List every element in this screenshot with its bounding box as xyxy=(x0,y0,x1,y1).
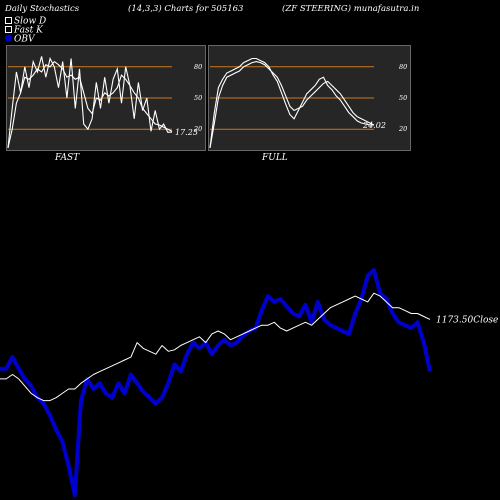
fast-series-slow-d xyxy=(7,60,173,149)
legend-marker-slow-d xyxy=(5,17,12,24)
legend-label-fast-k: Fast K xyxy=(13,26,44,36)
fast-y-tick: 50 xyxy=(194,94,202,102)
full-y-tick: 20 xyxy=(398,125,407,133)
full-y-tick: 80 xyxy=(399,63,407,71)
header-right: (ZF STEERING) munafasutra.in xyxy=(282,3,419,14)
obv-panel-series-close xyxy=(0,292,431,402)
full-series-fast-k xyxy=(209,57,374,148)
header-center: (14,3,3) Charts for 505163 xyxy=(128,3,243,14)
fast-end-value-label: 17.25 xyxy=(175,128,198,137)
obv-panel-series-obv xyxy=(0,268,432,497)
close-end-value-label: 1173.50Close xyxy=(436,315,498,325)
legend-label-slow-d: Slow D xyxy=(14,17,46,27)
fast-panel-label: FAST xyxy=(54,153,80,163)
fast-y-tick: 80 xyxy=(194,63,202,71)
full-y-tick: 50 xyxy=(399,94,407,102)
full-end-value-label: 24.02 xyxy=(362,121,386,130)
full-plot: 20 50 80 24.02 xyxy=(209,57,407,148)
legend-label-obv: OBV xyxy=(14,35,36,45)
fast-plot: 20 50 80 17.25 xyxy=(7,56,202,149)
fast-y-tick: 20 xyxy=(193,125,202,133)
header-left: Daily Stochastics xyxy=(4,4,80,14)
fast-series-fast-k xyxy=(7,56,173,148)
obv-plot: 1173.50Close xyxy=(0,268,498,497)
legend: Slow D Fast K OBV xyxy=(5,17,46,45)
legend-marker-fast-k xyxy=(5,26,12,33)
full-series-slow-d xyxy=(209,61,375,148)
legend-marker-obv xyxy=(5,34,12,42)
full-panel-label: FULL xyxy=(261,153,288,163)
